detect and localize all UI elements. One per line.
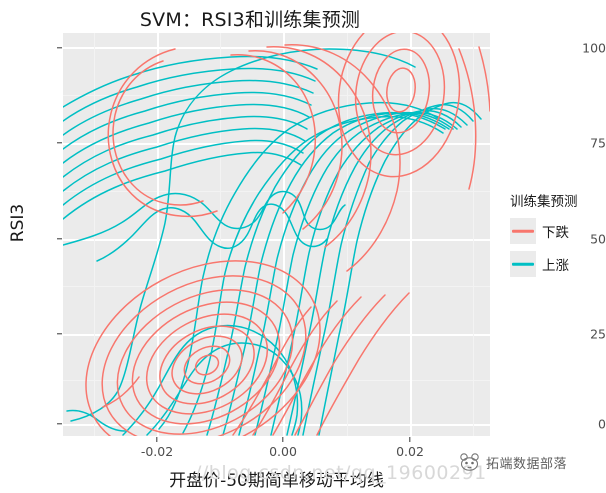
gridline-major-y-0 bbox=[63, 424, 490, 426]
y-tick-mark-0 bbox=[57, 423, 62, 425]
x-axis-title: 开盘价-50期简单移动平均线 bbox=[169, 471, 384, 491]
x-tick-label-0.00: 0.00 bbox=[269, 444, 297, 459]
x-tick-label--0.02: -0.02 bbox=[140, 444, 174, 459]
gridline-major-y-75 bbox=[63, 143, 490, 145]
density-contours bbox=[63, 33, 490, 436]
legend-line-down-icon bbox=[512, 229, 534, 233]
gridline-minor-y-12 bbox=[63, 380, 490, 381]
legend: 训练集预测 下跌 上涨 bbox=[510, 190, 578, 284]
legend-line-up-icon bbox=[512, 262, 534, 266]
gridline-minor-x-0.03 bbox=[473, 33, 474, 436]
gridline-minor-y-87 bbox=[63, 95, 490, 96]
page-title: SVM：RSI3和训练集预测 bbox=[139, 9, 361, 31]
y-tick-label-25: 25 bbox=[590, 326, 606, 342]
gridline-minor-x--0.01 bbox=[220, 33, 221, 436]
legend-label-down: 下跌 bbox=[542, 225, 569, 241]
gridline-minor-y-62 bbox=[63, 191, 490, 192]
watermark: 拓端数据部落 bbox=[459, 452, 567, 472]
legend-item-down[interactable]: 下跌 bbox=[510, 218, 578, 244]
gridline-major-x--0.02 bbox=[157, 33, 159, 436]
gridline-minor-x-0.01 bbox=[347, 33, 348, 436]
plot-panel bbox=[63, 33, 490, 436]
panda-logo-icon bbox=[459, 452, 481, 472]
x-tick-mark-0.00 bbox=[282, 437, 284, 442]
legend-key-down bbox=[510, 218, 536, 244]
watermark-brand: 拓端数据部落 bbox=[486, 456, 568, 472]
y-axis-title: RSI3 bbox=[8, 203, 28, 243]
x-tick-mark-0.02 bbox=[409, 437, 411, 442]
x-tick-label-0.02: 0.02 bbox=[396, 444, 424, 459]
legend-label-up: 上涨 bbox=[542, 258, 569, 274]
y-tick-mark-50 bbox=[57, 238, 62, 240]
gridline-major-y-100 bbox=[63, 47, 490, 49]
legend-item-up[interactable]: 上涨 bbox=[510, 251, 578, 277]
legend-title: 训练集预测 bbox=[510, 194, 578, 210]
y-tick-label-0: 0 bbox=[598, 416, 606, 432]
y-tick-mark-25 bbox=[57, 333, 62, 335]
y-tick-label-75: 75 bbox=[590, 135, 606, 151]
gridline-major-y-50 bbox=[63, 239, 490, 241]
contour-group-up bbox=[63, 48, 482, 436]
y-tick-label-100: 100 bbox=[582, 40, 606, 56]
x-tick-mark--0.02 bbox=[156, 437, 158, 442]
gridline-major-y-25 bbox=[63, 334, 490, 336]
y-tick-label-50: 50 bbox=[590, 231, 606, 247]
contour-group-down bbox=[85, 33, 490, 436]
watermark-url: //blog.csdn.net/qq_19600291 bbox=[195, 462, 487, 484]
gridline-major-x-0.02 bbox=[410, 33, 412, 436]
y-tick-mark-75 bbox=[57, 142, 62, 144]
legend-key-up bbox=[510, 251, 536, 277]
y-tick-mark-100 bbox=[57, 47, 62, 49]
